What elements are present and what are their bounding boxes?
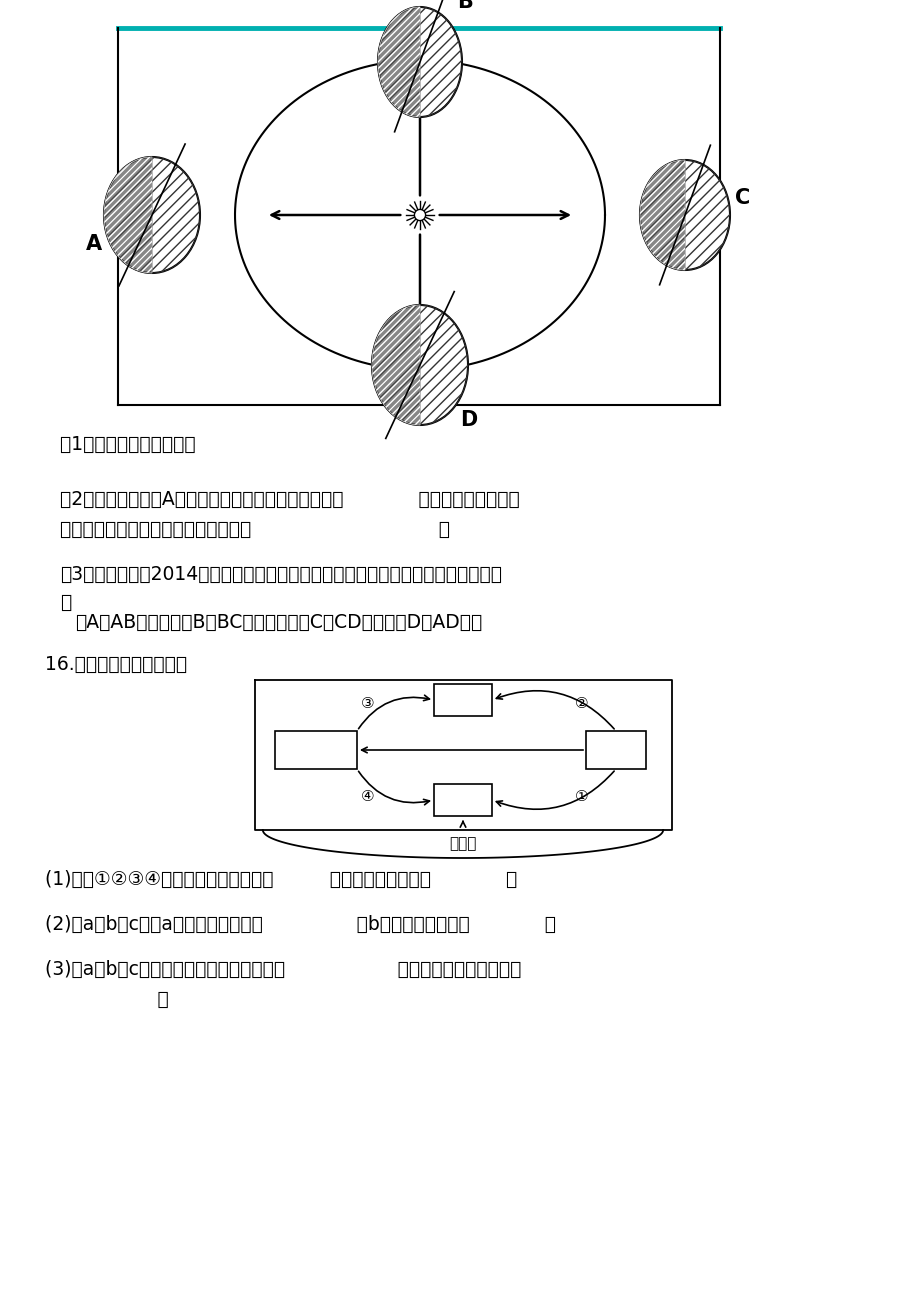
Polygon shape [640,160,685,270]
Text: ④: ④ [360,789,374,805]
Text: a: a [610,742,620,758]
Text: 地　樼: 地 樼 [448,836,476,852]
Text: ）: ） [60,592,71,612]
Text: C: C [734,189,749,208]
Text: (3)在a、b、c中，可能有生物遗体存在的是      ，由岩浆冷凝而形成的是: (3)在a、b、c中，可能有生物遗体存在的是 ，由岩浆冷凝而形成的是 [45,960,521,979]
Bar [434,684,492,716]
Text: b: b [458,693,468,707]
Text: 。: 。 [45,990,168,1009]
Bar [585,730,645,769]
Circle shape [414,210,425,220]
Bar [434,784,492,816]
Polygon shape [104,158,152,273]
Ellipse shape [378,7,461,117]
Ellipse shape [371,305,468,424]
Text: A、AB之间　　　B、BC之间　　　　C、CD之间　　D、AD之间: A、AB之间 B、BC之间 C、CD之间 D、AD之间 [75,613,482,631]
Text: 日（节气）。湄潭的昼夜长短的情况是          。: 日（节气）。湄潭的昼夜长短的情况是 。 [60,519,449,539]
Text: (2)在a、b、c中，a表示的岩石名称是     ，b表示的岩石名称是    。: (2)在a、b、c中，a表示的岩石名称是 ，b表示的岩石名称是 。 [45,915,555,934]
Text: ①: ① [574,789,588,805]
Text: D: D [460,410,477,430]
Text: 变质岩: 变质岩 [302,742,329,758]
Text: （1）地球公转的方向为：: （1）地球公转的方向为： [60,435,326,454]
Polygon shape [371,305,420,424]
Text: ③: ③ [360,697,374,711]
Ellipse shape [640,160,729,270]
Text: （2）当地球公转至A处时，太阳直射的重要地理界线是    ，这一天是北半球的: （2）当地球公转至A处时，太阳直射的重要地理界线是 ，这一天是北半球的 [60,490,519,509]
Text: ②: ② [574,697,588,711]
Polygon shape [378,7,420,117]
Text: (1)图中①②③④笭头表示外力作用的是   ，表示变质作用的是    。: (1)图中①②③④笭头表示外力作用的是 ，表示变质作用的是 。 [45,870,516,889]
Text: 16.读图，回答下列问题。: 16.读图，回答下列问题。 [45,655,187,674]
Text: c: c [459,793,467,807]
Ellipse shape [104,158,199,273]
Text: B: B [457,0,472,12]
Text: （3）当我们庆祝2014年元旦时，地球绕太阳公转轨道中的大体位置位于上图中的（: （3）当我们庆祝2014年元旦时，地球绕太阳公转轨道中的大体位置位于上图中的（ [60,565,502,585]
Text: A: A [85,234,102,254]
Bar [275,730,357,769]
